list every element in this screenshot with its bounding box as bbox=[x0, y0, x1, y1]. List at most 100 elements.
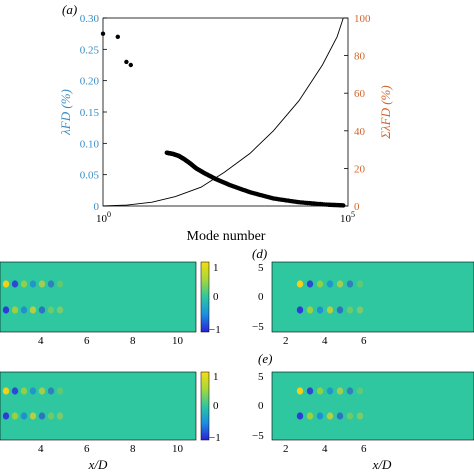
x-tick-label: 4 bbox=[322, 335, 328, 347]
colorbar-bottom: 1 0 −1 bbox=[200, 371, 221, 444]
x-axis-label: Mode number bbox=[187, 229, 266, 244]
mode-blob bbox=[326, 306, 334, 314]
mode-blob bbox=[2, 306, 10, 314]
left-tick-label: 0.05 bbox=[80, 170, 100, 182]
mode-blob bbox=[47, 412, 55, 420]
mode-blob bbox=[296, 306, 304, 314]
y-tick-label: 5 bbox=[258, 371, 264, 383]
y-tick-label: 0 bbox=[258, 400, 264, 412]
mode-blob bbox=[316, 387, 324, 395]
mode-blob bbox=[38, 387, 46, 395]
mode-blob bbox=[47, 280, 55, 288]
x-tick-label: 10 bbox=[172, 335, 184, 347]
mode-blob bbox=[296, 280, 304, 288]
panel-a-label: (a) bbox=[62, 2, 77, 17]
mode-blob bbox=[2, 280, 10, 288]
left-tick-label: 0.25 bbox=[80, 44, 100, 56]
left-tick-label: 0.20 bbox=[80, 76, 100, 88]
panel-a-marks bbox=[100, 17, 346, 208]
mode-blob bbox=[346, 387, 354, 395]
colorbar-tick-label: 0 bbox=[213, 291, 219, 303]
mode-blob bbox=[11, 280, 19, 288]
panel-d-label: (d) bbox=[252, 246, 267, 261]
left-tick-label: 0.30 bbox=[80, 13, 100, 25]
right-tick-label: 60 bbox=[354, 88, 366, 100]
mode-blob bbox=[20, 280, 28, 288]
mode-blob bbox=[356, 412, 364, 420]
colorbar-top: 1 0 −1 bbox=[200, 261, 221, 336]
mode-blob bbox=[2, 412, 10, 420]
x-tick-label: 6 bbox=[84, 335, 90, 347]
x-tick-label: 6 bbox=[361, 335, 367, 347]
mode-structures bbox=[296, 387, 364, 420]
x-tick-label: 105 bbox=[340, 210, 355, 225]
mode-blob bbox=[306, 387, 314, 395]
x-tick-label: 4 bbox=[38, 335, 44, 347]
mode-structures bbox=[2, 280, 64, 314]
scatter-point bbox=[324, 202, 329, 207]
right-tick-label: 40 bbox=[354, 126, 366, 138]
scatter-point bbox=[100, 31, 106, 36]
mode-blob bbox=[336, 387, 344, 395]
mode-structures bbox=[2, 387, 64, 420]
y-tick-label: −5 bbox=[252, 321, 264, 333]
mode-blob bbox=[346, 280, 354, 288]
left-y-axis-label: λFD (%) bbox=[58, 89, 73, 136]
colorbar bbox=[200, 261, 210, 333]
left-tick-label: 0.10 bbox=[80, 138, 100, 150]
mode-blob bbox=[316, 412, 324, 420]
mode-blob bbox=[326, 280, 334, 288]
mode-blob bbox=[306, 412, 314, 420]
mode-blob bbox=[306, 280, 314, 288]
panel-a-plot-frame bbox=[102, 17, 349, 207]
scatter-point bbox=[115, 34, 121, 39]
colorbar-tick-label: −1 bbox=[209, 432, 221, 444]
mode-blob bbox=[306, 306, 314, 314]
mode-blob bbox=[346, 306, 354, 314]
mode-blob bbox=[356, 280, 364, 288]
mode-blob bbox=[56, 412, 64, 420]
mode-blob bbox=[20, 387, 28, 395]
y-tick-label: −5 bbox=[252, 430, 264, 442]
mode-blob bbox=[29, 280, 37, 288]
right-axis-ticks: 0 20 40 60 80 100 bbox=[344, 13, 371, 213]
mode-blob bbox=[38, 280, 46, 288]
mode-structures bbox=[296, 280, 364, 314]
mode-blob bbox=[316, 306, 324, 314]
field-e bbox=[271, 371, 474, 441]
x-tick-label: 6 bbox=[84, 443, 90, 455]
mode-blob bbox=[38, 306, 46, 314]
x-axis-label: x/D bbox=[372, 457, 392, 472]
scatter-point bbox=[295, 199, 300, 205]
mode-blob bbox=[296, 412, 304, 420]
colorbar-tick-label: 0 bbox=[213, 400, 219, 412]
mode-blob bbox=[29, 306, 37, 314]
field-d bbox=[271, 261, 474, 333]
mode-blob bbox=[20, 306, 28, 314]
mode-blob bbox=[11, 412, 19, 420]
left-axis-ticks: 0 0.05 0.10 0.15 0.20 0.25 0.30 bbox=[80, 13, 107, 213]
mode-blob bbox=[356, 306, 364, 314]
colorbar-tick-label: −1 bbox=[209, 324, 221, 336]
mode-blob bbox=[356, 387, 364, 395]
cumulative-line bbox=[102, 17, 344, 207]
colorbar-tick-label: 1 bbox=[213, 371, 219, 383]
right-y-axis-label: ΣλFD (%) bbox=[378, 85, 393, 139]
right-tick-label: 100 bbox=[354, 13, 371, 25]
x-axis-label: x/D bbox=[88, 457, 108, 472]
left-tick-label: 0.15 bbox=[80, 107, 100, 119]
x-tick-label: 4 bbox=[322, 443, 328, 455]
field-left-bottom bbox=[0, 371, 197, 441]
scatter-point bbox=[340, 203, 345, 208]
x-axis-ticks: 100 105 bbox=[96, 210, 355, 225]
colorbar-tick-label: 1 bbox=[213, 262, 219, 274]
panel-e: (e) 5 0 −5 2 4 6 x/D bbox=[252, 351, 474, 472]
y-tick-label: 5 bbox=[258, 262, 264, 274]
mode-blob bbox=[336, 412, 344, 420]
panel-left-bottom: 1 0 −1 4 6 8 10 x/D bbox=[0, 371, 221, 472]
mode-blob bbox=[316, 280, 324, 288]
field-left-top bbox=[0, 261, 197, 333]
right-tick-label: 80 bbox=[354, 51, 366, 63]
panel-d: (d) 5 0 −5 2 4 6 bbox=[252, 246, 474, 347]
